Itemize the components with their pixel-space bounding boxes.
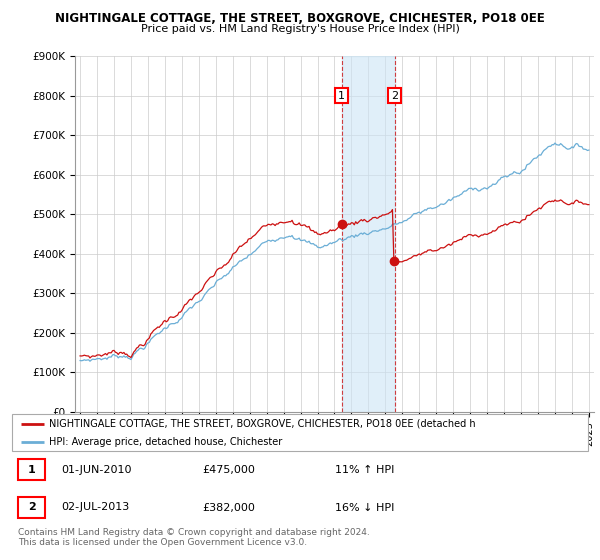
Text: 1: 1 — [338, 91, 345, 100]
Text: Contains HM Land Registry data © Crown copyright and database right 2024.
This d: Contains HM Land Registry data © Crown c… — [18, 528, 370, 547]
FancyBboxPatch shape — [18, 497, 46, 518]
Text: 1: 1 — [28, 465, 35, 475]
Text: 01-JUN-2010: 01-JUN-2010 — [61, 465, 131, 475]
Text: 2: 2 — [28, 502, 35, 512]
Text: 16% ↓ HPI: 16% ↓ HPI — [335, 502, 394, 512]
Text: HPI: Average price, detached house, Chichester: HPI: Average price, detached house, Chic… — [49, 437, 283, 447]
FancyBboxPatch shape — [18, 459, 46, 480]
Text: Price paid vs. HM Land Registry's House Price Index (HPI): Price paid vs. HM Land Registry's House … — [140, 24, 460, 34]
Text: £475,000: £475,000 — [202, 465, 255, 475]
Text: £382,000: £382,000 — [202, 502, 255, 512]
Text: NIGHTINGALE COTTAGE, THE STREET, BOXGROVE, CHICHESTER, PO18 0EE: NIGHTINGALE COTTAGE, THE STREET, BOXGROV… — [55, 12, 545, 25]
Text: 2: 2 — [391, 91, 398, 100]
Text: NIGHTINGALE COTTAGE, THE STREET, BOXGROVE, CHICHESTER, PO18 0EE (detached h: NIGHTINGALE COTTAGE, THE STREET, BOXGROV… — [49, 418, 476, 428]
Text: 02-JUL-2013: 02-JUL-2013 — [61, 502, 129, 512]
FancyBboxPatch shape — [12, 414, 588, 451]
Bar — [341, 56, 395, 412]
Text: 11% ↑ HPI: 11% ↑ HPI — [335, 465, 394, 475]
